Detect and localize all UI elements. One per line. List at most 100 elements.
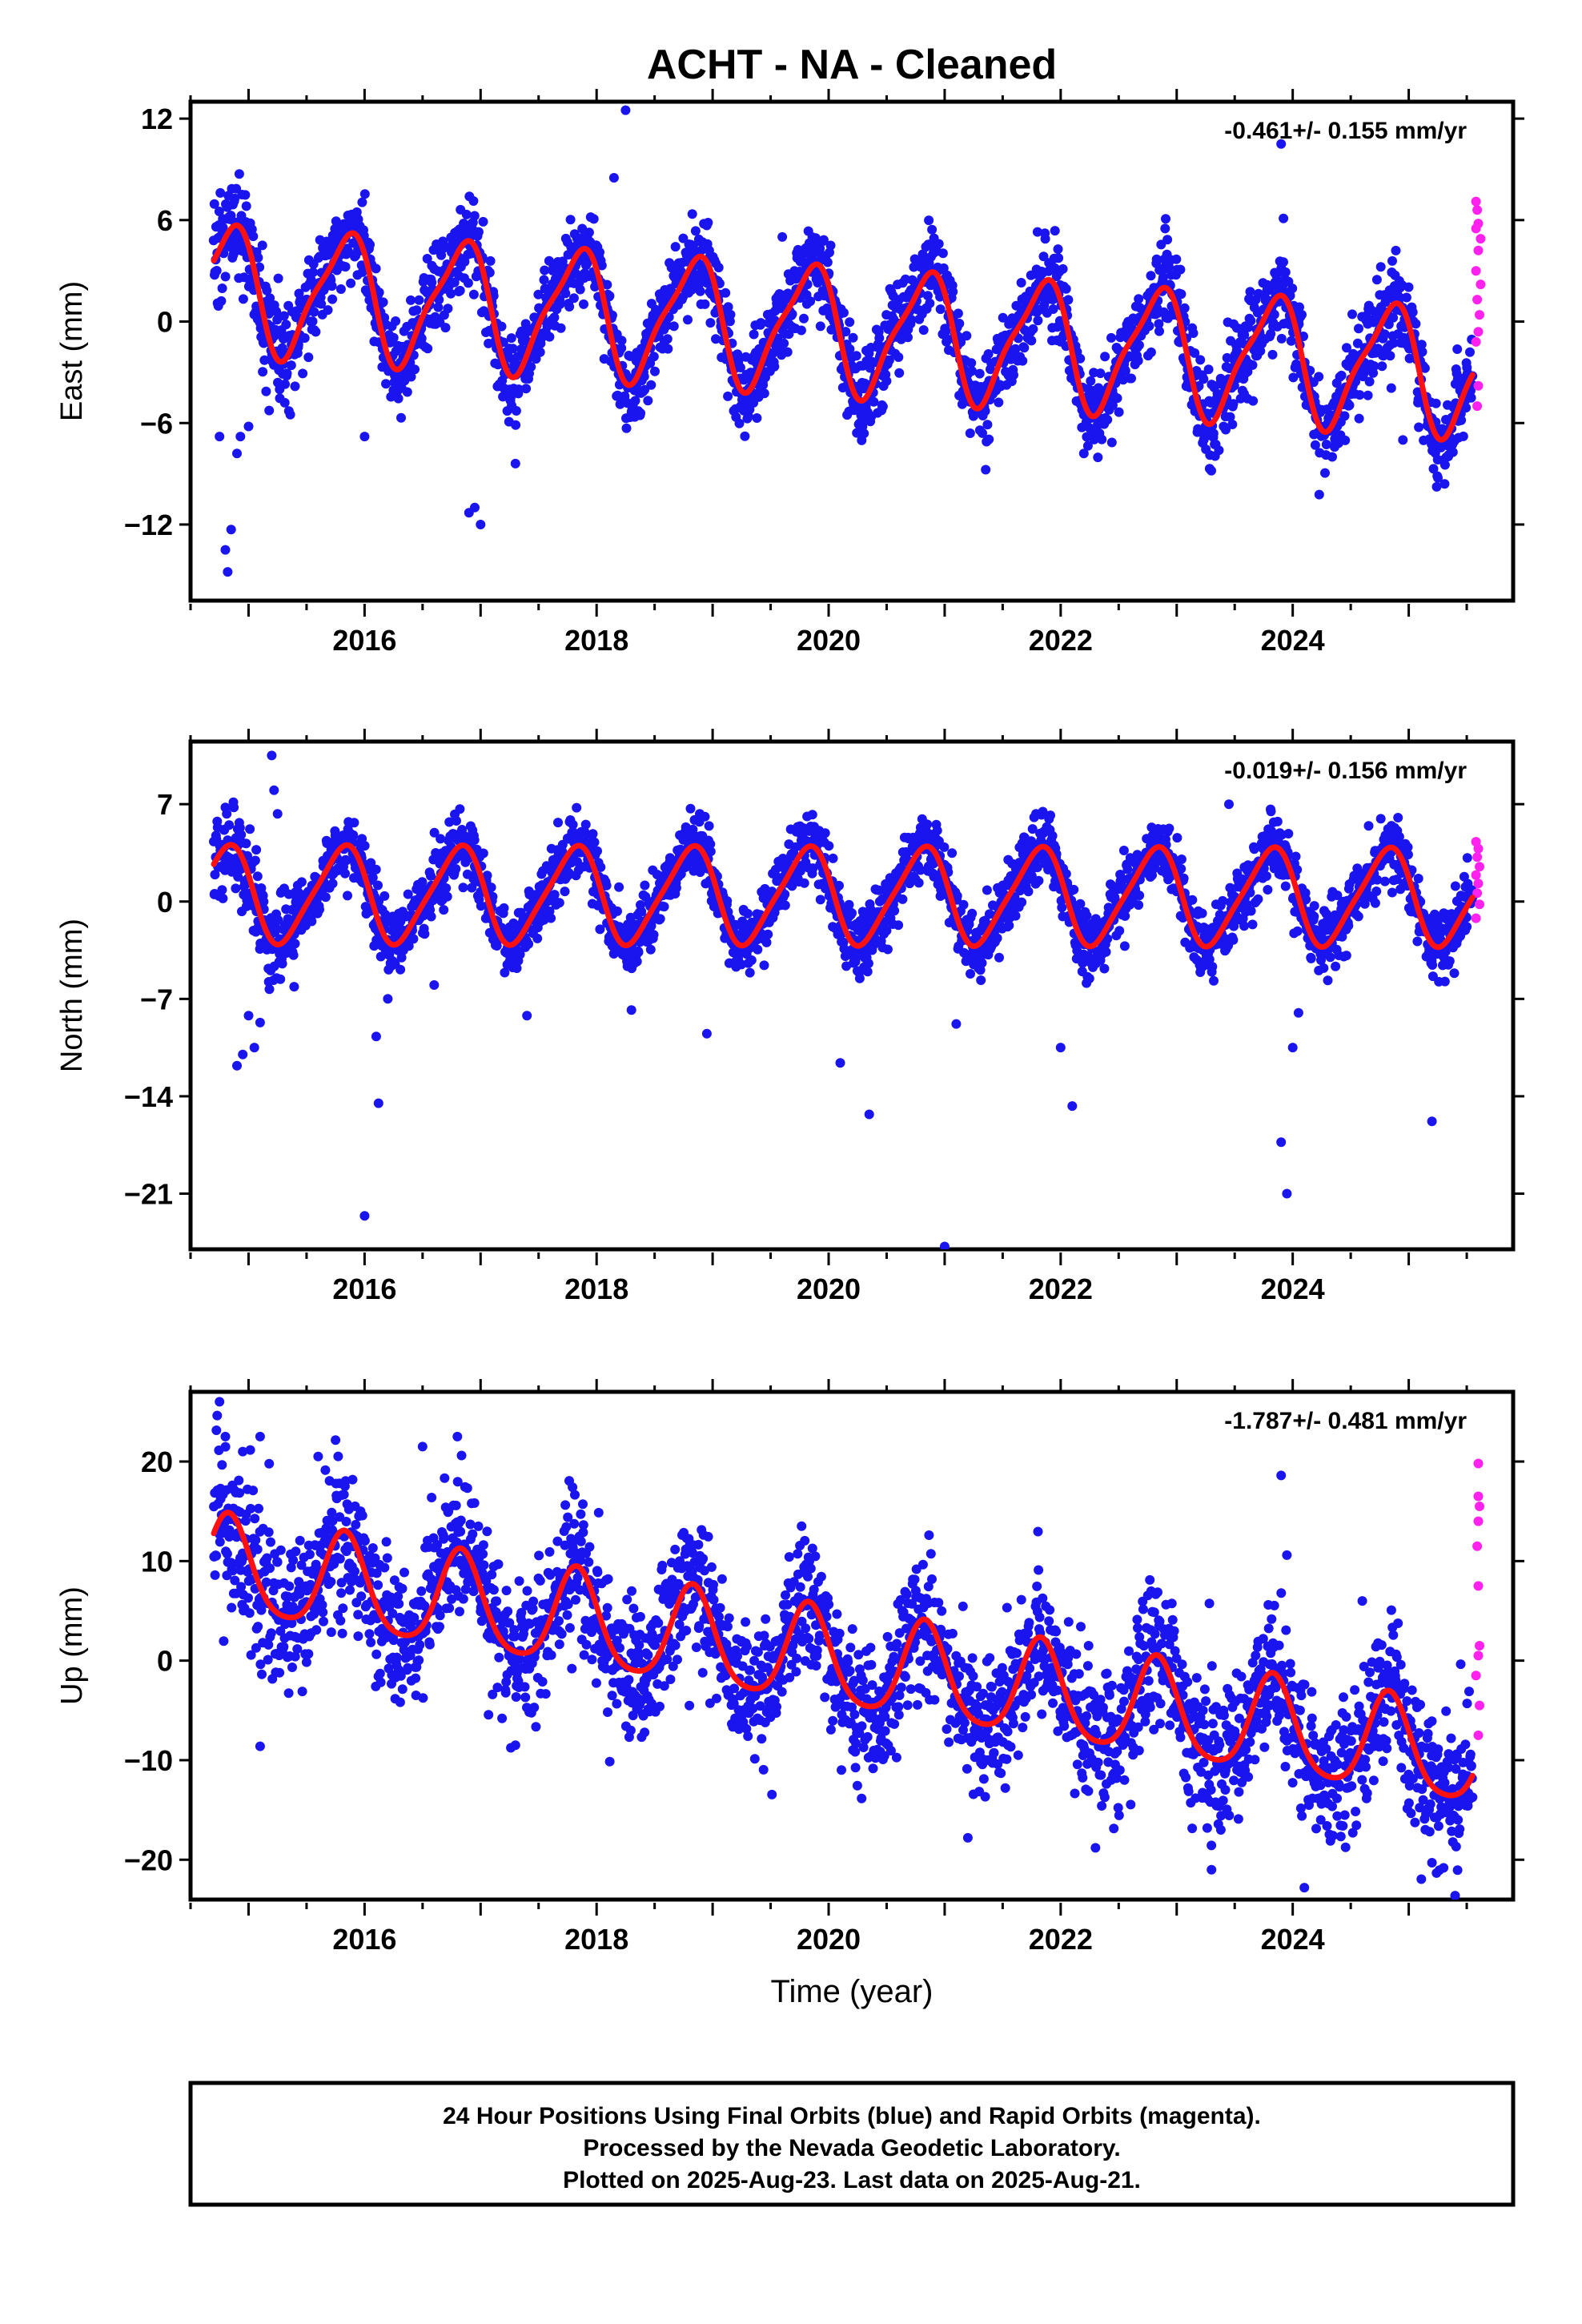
final-orbit-point bbox=[1456, 415, 1467, 425]
final-orbit-point bbox=[1428, 464, 1439, 474]
final-orbit-point bbox=[532, 933, 543, 943]
final-orbit-point bbox=[257, 240, 267, 251]
final-orbit-point bbox=[441, 883, 452, 893]
final-orbit-point bbox=[795, 866, 805, 876]
final-orbit-point bbox=[854, 973, 865, 983]
final-orbit-point bbox=[346, 278, 356, 288]
final-orbit-point bbox=[1391, 245, 1401, 255]
final-orbit-point bbox=[557, 256, 568, 267]
final-orbit-point bbox=[962, 331, 972, 341]
final-orbit-point bbox=[845, 344, 855, 354]
final-orbit-point bbox=[763, 929, 773, 939]
final-orbit-point bbox=[277, 343, 287, 353]
final-orbit-point bbox=[311, 327, 321, 337]
final-orbit-point bbox=[947, 848, 958, 858]
final-orbit-point bbox=[1439, 460, 1450, 470]
final-orbit-point bbox=[874, 333, 885, 344]
final-orbit-point bbox=[1388, 338, 1399, 348]
final-orbit-point bbox=[426, 870, 436, 881]
final-orbit-point bbox=[808, 863, 818, 874]
final-orbit-point bbox=[1023, 887, 1034, 897]
final-orbit-point bbox=[469, 834, 480, 845]
final-orbit-point bbox=[780, 889, 790, 899]
final-orbit-point bbox=[994, 397, 1004, 408]
final-orbit-point bbox=[264, 405, 275, 416]
x-tick-label: 2022 bbox=[1029, 1273, 1093, 1305]
final-orbit-point bbox=[412, 305, 422, 316]
final-orbit-point bbox=[420, 929, 430, 939]
final-orbit-point bbox=[659, 902, 669, 912]
final-orbit-point bbox=[290, 939, 300, 949]
final-orbit-point bbox=[512, 963, 522, 973]
final-orbit-point bbox=[1187, 895, 1198, 905]
final-orbit-point bbox=[1176, 289, 1186, 300]
final-orbit-point bbox=[1134, 340, 1144, 350]
final-orbit-point bbox=[1058, 263, 1068, 274]
final-orbit-point bbox=[1246, 316, 1256, 326]
final-orbit-point bbox=[406, 295, 416, 305]
final-orbit-point bbox=[845, 317, 855, 328]
final-orbit-point bbox=[393, 393, 404, 404]
final-orbit-point bbox=[279, 397, 290, 408]
final-orbit-point bbox=[1107, 400, 1118, 411]
final-orbit-point bbox=[841, 327, 851, 337]
final-orbit-point bbox=[544, 332, 555, 342]
final-orbit-point bbox=[482, 870, 492, 881]
final-orbit-point bbox=[271, 307, 282, 316]
final-orbit-point bbox=[683, 315, 693, 325]
final-orbit-point bbox=[255, 262, 265, 272]
final-orbit-point bbox=[571, 269, 581, 279]
final-orbit-point bbox=[1269, 309, 1279, 320]
final-orbit-point bbox=[614, 882, 624, 892]
final-orbit-point bbox=[210, 870, 220, 880]
final-orbit-point bbox=[967, 366, 977, 376]
final-orbit-point bbox=[877, 401, 888, 412]
figure-title: ACHT - NA - Cleaned bbox=[647, 42, 1057, 88]
final-orbit-point bbox=[468, 196, 479, 206]
final-orbit-point bbox=[262, 285, 272, 296]
final-orbit-point bbox=[847, 908, 857, 919]
final-orbit-point bbox=[378, 297, 388, 308]
final-orbit-point bbox=[381, 379, 391, 389]
final-orbit-point bbox=[1114, 926, 1125, 936]
final-orbit-point bbox=[935, 304, 946, 315]
final-orbit-point bbox=[484, 267, 495, 278]
final-orbit-point bbox=[893, 920, 904, 931]
final-orbit-point bbox=[1342, 343, 1351, 353]
final-orbit-point bbox=[1310, 440, 1320, 450]
final-orbit-point bbox=[485, 255, 496, 266]
final-orbit-point bbox=[327, 281, 337, 292]
y-tick-label: 0 bbox=[157, 306, 173, 339]
final-orbit-point bbox=[508, 344, 518, 354]
final-orbit-point bbox=[526, 362, 536, 372]
final-orbit-point bbox=[596, 260, 607, 271]
final-orbit-point bbox=[1227, 420, 1238, 429]
final-orbit-point bbox=[1099, 963, 1110, 974]
final-orbit-point bbox=[1336, 370, 1347, 380]
final-orbit-point bbox=[1118, 846, 1129, 855]
final-orbit-point bbox=[296, 877, 307, 887]
final-orbit-point bbox=[799, 878, 809, 888]
x-tick-label: 2018 bbox=[564, 1273, 628, 1305]
final-orbit-point bbox=[1033, 316, 1043, 326]
final-orbit-point bbox=[229, 802, 239, 813]
final-orbit-point bbox=[1095, 368, 1106, 379]
final-orbit-point bbox=[572, 802, 582, 813]
final-orbit-point bbox=[1075, 353, 1086, 364]
final-orbit-point bbox=[299, 333, 310, 344]
final-orbit-point bbox=[226, 211, 236, 221]
final-orbit-point bbox=[1118, 375, 1128, 385]
final-orbit-point bbox=[1197, 908, 1207, 919]
final-orbit-point bbox=[478, 848, 488, 858]
final-orbit-point bbox=[1161, 214, 1170, 224]
rapid-orbit-point bbox=[1471, 336, 1481, 347]
final-orbit-point bbox=[1458, 431, 1468, 441]
final-orbit-point bbox=[253, 252, 263, 263]
final-orbit-point bbox=[423, 344, 433, 354]
x-tick-label: 2020 bbox=[797, 1273, 861, 1305]
final-orbit-point bbox=[1417, 347, 1427, 357]
final-orbit-point bbox=[1126, 373, 1136, 384]
final-orbit-point bbox=[648, 352, 659, 362]
final-orbit-point bbox=[824, 841, 834, 851]
final-orbit-point bbox=[264, 984, 275, 995]
